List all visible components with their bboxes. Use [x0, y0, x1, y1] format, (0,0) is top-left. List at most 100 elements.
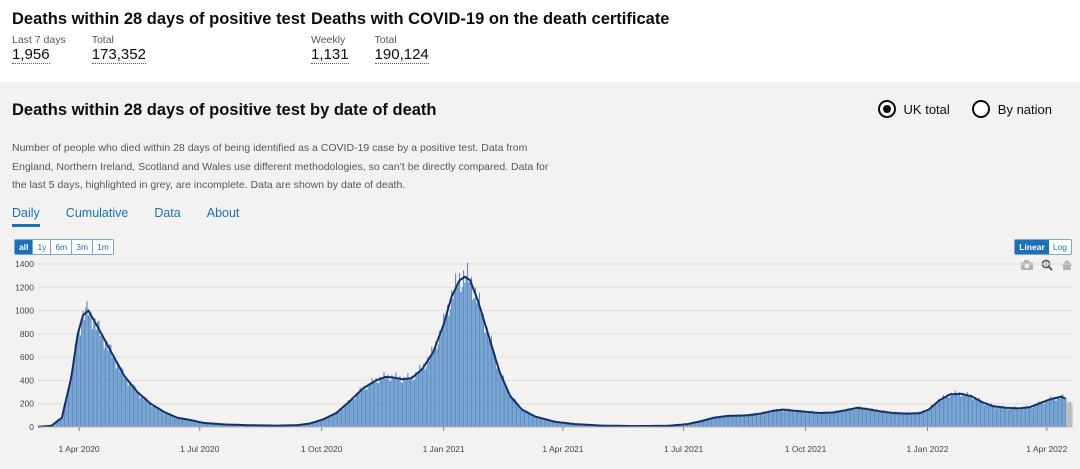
bar[interactable] [378, 383, 380, 427]
bar[interactable] [790, 411, 792, 427]
bar[interactable] [749, 414, 751, 427]
bar[interactable] [733, 415, 735, 427]
bar[interactable] [1007, 409, 1009, 427]
range-1m-button[interactable]: 1m [93, 240, 113, 254]
bar[interactable] [965, 394, 967, 427]
bar[interactable] [766, 412, 768, 427]
bar[interactable] [1062, 394, 1064, 427]
bar[interactable] [922, 410, 925, 427]
scale-log-button[interactable]: Log [1048, 240, 1071, 254]
bar[interactable] [424, 369, 426, 427]
bar[interactable] [420, 370, 422, 427]
bar[interactable] [903, 412, 905, 427]
bar[interactable] [138, 392, 140, 427]
bar[interactable] [485, 332, 487, 427]
bar[interactable] [827, 411, 829, 427]
bar[interactable] [299, 424, 302, 427]
bar[interactable] [767, 411, 769, 427]
bar[interactable] [557, 422, 559, 427]
bar[interactable] [1035, 405, 1037, 427]
bar[interactable] [527, 413, 530, 427]
bar[interactable] [109, 344, 111, 427]
bar[interactable] [337, 411, 339, 427]
bar[interactable] [199, 422, 201, 427]
bar[interactable] [105, 342, 107, 427]
bar[interactable] [350, 401, 352, 427]
bar[interactable] [885, 412, 887, 427]
bar[interactable] [1014, 406, 1016, 427]
bar[interactable] [1048, 398, 1051, 427]
bar[interactable] [559, 422, 561, 427]
bar[interactable] [698, 422, 701, 427]
bar[interactable] [382, 378, 384, 427]
bar[interactable] [1040, 402, 1043, 427]
bar[interactable] [588, 424, 591, 427]
bar[interactable] [338, 411, 340, 427]
bar[interactable] [758, 415, 760, 427]
bar[interactable] [366, 389, 368, 427]
bar[interactable] [732, 415, 734, 427]
bar[interactable] [1071, 404, 1073, 427]
bar[interactable] [949, 396, 951, 427]
bar[interactable] [331, 414, 333, 427]
bar[interactable] [326, 417, 328, 427]
bar[interactable] [513, 399, 515, 427]
bar[interactable] [876, 411, 878, 427]
bar[interactable] [582, 424, 584, 427]
bar[interactable] [470, 277, 473, 427]
bar[interactable] [97, 321, 99, 427]
bar[interactable] [298, 424, 300, 427]
bar[interactable] [342, 408, 344, 427]
bar[interactable] [359, 387, 361, 427]
bar[interactable] [407, 373, 409, 427]
bar[interactable] [713, 417, 715, 427]
bar[interactable] [352, 399, 355, 427]
bar[interactable] [468, 282, 470, 427]
bar[interactable] [74, 344, 76, 427]
tab-cumulative[interactable]: Cumulative [65, 206, 129, 220]
bar[interactable] [576, 424, 579, 427]
bar[interactable] [991, 406, 994, 427]
bar[interactable] [930, 405, 933, 427]
bar[interactable] [904, 413, 906, 427]
bar[interactable] [447, 304, 449, 427]
bar[interactable] [322, 419, 324, 427]
bar[interactable] [712, 417, 714, 427]
bar[interactable] [1050, 396, 1052, 427]
bar[interactable] [512, 399, 514, 427]
bar[interactable] [462, 270, 465, 427]
bar[interactable] [932, 406, 934, 427]
bar[interactable] [58, 419, 60, 427]
bar[interactable] [1006, 407, 1008, 427]
bar[interactable] [191, 420, 193, 427]
bar[interactable] [489, 338, 491, 427]
bar[interactable] [159, 410, 161, 427]
bar[interactable] [163, 413, 165, 427]
bar[interactable] [518, 405, 520, 427]
bar[interactable] [183, 419, 185, 427]
bar[interactable] [1031, 408, 1033, 427]
bar[interactable] [724, 416, 726, 427]
bar[interactable] [966, 391, 968, 427]
bar[interactable] [738, 416, 740, 427]
bar[interactable] [432, 353, 434, 427]
bar[interactable] [444, 321, 446, 427]
bar[interactable] [325, 417, 327, 427]
bar[interactable] [941, 398, 943, 427]
bar[interactable] [497, 369, 499, 427]
bar[interactable] [440, 334, 442, 427]
bar[interactable] [1067, 403, 1069, 427]
bar[interactable] [864, 409, 866, 427]
bar[interactable] [69, 384, 71, 427]
bar[interactable] [172, 415, 174, 427]
bar[interactable] [936, 404, 938, 427]
bar[interactable] [401, 382, 404, 427]
bar[interactable] [358, 393, 360, 427]
bar[interactable] [374, 382, 376, 427]
bar[interactable] [783, 409, 785, 427]
bar[interactable] [417, 372, 420, 427]
bar[interactable] [476, 303, 478, 427]
bar[interactable] [375, 377, 377, 427]
bar[interactable] [333, 414, 335, 427]
bar[interactable] [180, 417, 182, 427]
